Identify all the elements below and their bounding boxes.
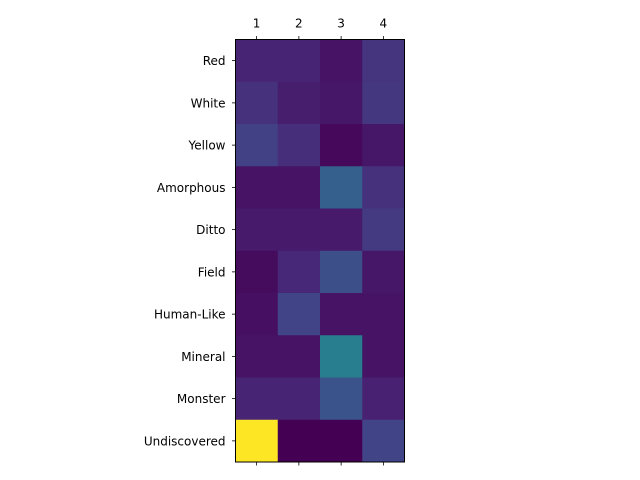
heatmap-cell-red-2 (277, 39, 321, 83)
heatmap-cell-mineral-3 (320, 335, 363, 378)
heatmap-cell-red-4 (362, 39, 405, 83)
y-tick-label: Undiscovered (144, 434, 226, 448)
heatmap-cell-mineral-2 (277, 335, 321, 378)
y-tick-label: Human-Like (154, 308, 226, 322)
heatmap-cell-amorphous-1 (235, 166, 279, 209)
heatmap-cell-amorphous-3 (320, 166, 363, 209)
heatmap-cell-undiscovered-1 (235, 419, 279, 463)
heatmap-cell-amorphous-2 (277, 166, 321, 209)
heatmap-cell-human-like-4 (362, 293, 405, 336)
y-tick-label: Ditto (196, 223, 225, 237)
heatmap-cell-amorphous-4 (362, 166, 405, 209)
y-tick-label: Mineral (181, 350, 225, 364)
heatmap-cell-yellow-3 (320, 124, 363, 167)
heatmap-cell-ditto-2 (277, 208, 321, 252)
y-tick-label: Yellow (188, 139, 226, 153)
heatmap-cell-mineral-1 (235, 335, 279, 378)
y-tick-label: Red (203, 54, 226, 68)
x-axis-ticks: 1 2 3 4 (253, 17, 387, 466)
heatmap-cell-white-4 (362, 81, 405, 125)
y-axis-ticks: Red White Yellow Amorphous Ditto Field Human-L… (144, 54, 236, 448)
heatmap-cell-ditto-3 (320, 208, 363, 252)
heatmap-cell-human-like-1 (235, 293, 279, 336)
y-tick-label: Monster (177, 392, 226, 406)
heatmap-cell-human-like-3 (320, 293, 363, 336)
heatmap-cell-field-4 (362, 250, 405, 294)
heatmap-cell-undiscovered-3 (320, 419, 363, 463)
heatmap-cell-undiscovered-2 (277, 419, 321, 463)
x-tick-label: 4 (380, 17, 388, 31)
heatmap-cell-yellow-4 (362, 124, 405, 167)
heatmap-cell-ditto-4 (362, 208, 405, 252)
y-tick-label: White (191, 96, 226, 110)
heatmap-cell-human-like-2 (277, 293, 321, 336)
heatmap-cell-mineral-4 (362, 335, 405, 378)
heatmap-cell-monster-1 (235, 377, 279, 421)
heatmap-cell-ditto-1 (235, 208, 279, 252)
heatmap-cell-monster-4 (362, 377, 405, 421)
heatmap-cell-field-3 (320, 250, 363, 294)
y-tick-label: Field (198, 265, 226, 279)
x-tick-label: 3 (337, 17, 345, 31)
x-tick-label: 1 (253, 17, 261, 31)
heatmap-cell-white-2 (277, 81, 321, 125)
heatmap-cell-white-1 (235, 81, 279, 125)
heatmap-cell-field-1 (235, 250, 279, 294)
heatmap-cell-yellow-2 (277, 124, 321, 167)
heatmap-cell-red-1 (235, 39, 279, 83)
x-tick-label: 2 (295, 17, 303, 31)
heatmap-cell-monster-2 (277, 377, 321, 421)
heatmap-cell-field-2 (277, 250, 321, 294)
heatmap-cell-undiscovered-4 (362, 419, 405, 463)
heatmap-cell-yellow-1 (235, 124, 279, 167)
heatmap-cell-monster-3 (320, 377, 363, 421)
y-tick-label: Amorphous (157, 181, 226, 195)
plot-frame (235, 39, 405, 463)
heatmap-cells (235, 39, 405, 463)
heatmap-cell-red-3 (320, 39, 363, 83)
heatmap-cell-white-3 (320, 81, 363, 125)
